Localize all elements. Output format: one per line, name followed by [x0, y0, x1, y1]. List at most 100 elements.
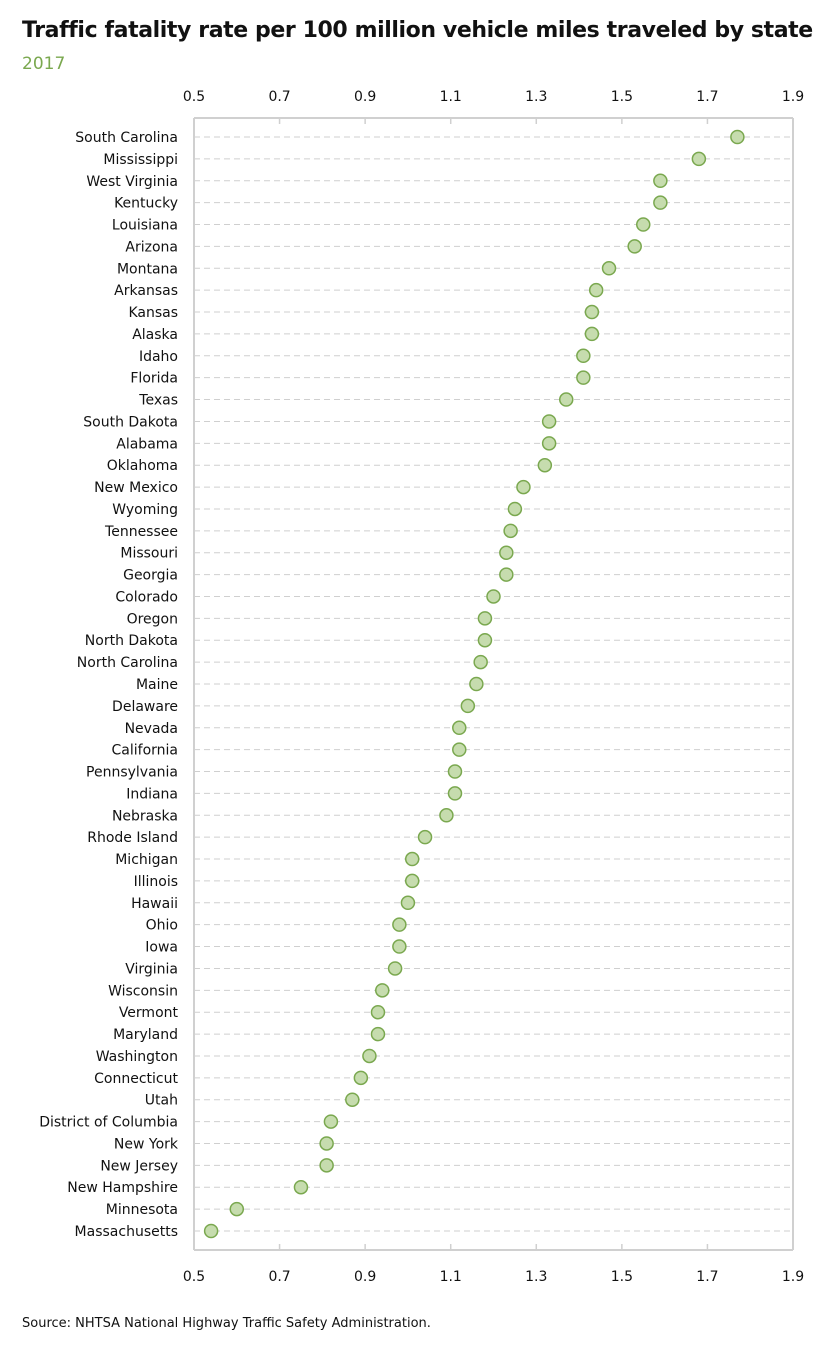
category-label: Arizona — [125, 239, 178, 255]
data-point — [203, 1223, 219, 1239]
category-label: Georgia — [123, 568, 178, 584]
category-label: Washington — [96, 1049, 178, 1065]
top-tick-label: 1.9 — [782, 89, 804, 105]
category-label: New Jersey — [100, 1158, 178, 1174]
category-label: Kentucky — [114, 196, 178, 212]
data-point — [627, 239, 642, 254]
data-point — [499, 567, 514, 582]
category-label: Vermont — [119, 1005, 179, 1021]
bottom-tick-label: 0.9 — [354, 1269, 376, 1285]
top-tick-label: 1.5 — [611, 89, 633, 105]
category-label: District of Columbia — [39, 1115, 178, 1131]
category-label: Maine — [136, 677, 178, 693]
top-tick-label: 1.3 — [525, 89, 547, 105]
category-label: North Carolina — [77, 655, 178, 671]
bottom-tick-label: 0.5 — [183, 1269, 205, 1285]
data-point — [452, 742, 467, 757]
category-label: Texas — [138, 393, 178, 409]
category-label: New Hampshire — [67, 1180, 178, 1196]
category-label: Missouri — [120, 546, 178, 562]
category-label: Wisconsin — [108, 983, 178, 999]
data-point — [486, 589, 501, 604]
data-point — [576, 370, 591, 385]
bottom-tick-label: 1.5 — [611, 1269, 633, 1285]
data-point — [576, 348, 591, 364]
data-point — [730, 129, 745, 145]
data-point — [353, 1070, 369, 1086]
category-label: Indiana — [126, 786, 178, 802]
data-point — [319, 1158, 334, 1173]
data-point — [417, 829, 433, 845]
data-point — [541, 436, 557, 451]
category-label: Connecticut — [94, 1071, 178, 1087]
category-label: New York — [114, 1136, 179, 1152]
top-tick-label: 0.7 — [268, 89, 290, 105]
data-point — [293, 1179, 309, 1195]
data-point — [392, 939, 407, 954]
data-point — [370, 1026, 386, 1042]
category-label: Colorado — [115, 589, 178, 605]
data-point — [362, 1048, 377, 1064]
category-label: West Virginia — [86, 174, 178, 190]
data-point — [584, 326, 600, 342]
category-label: Illinois — [134, 874, 178, 890]
data-point — [537, 457, 553, 473]
data-point — [387, 961, 403, 976]
data-point — [392, 917, 407, 932]
data-point — [229, 1201, 245, 1217]
data-point — [499, 545, 514, 560]
category-label: Virginia — [125, 961, 178, 977]
top-tick-label: 1.7 — [696, 89, 718, 105]
data-point — [588, 282, 604, 298]
top-tick-label: 0.9 — [354, 89, 376, 105]
data-point — [516, 479, 531, 495]
category-label: California — [112, 743, 178, 759]
category-label: Arkansas — [114, 283, 178, 299]
data-point — [370, 1004, 386, 1020]
category-label: Wyoming — [112, 502, 178, 518]
category-label: Alabama — [116, 436, 178, 452]
chart-subtitle: 2017 — [22, 54, 66, 74]
category-label: Nebraska — [112, 808, 178, 824]
top-tick-label: 1.1 — [440, 89, 462, 105]
category-label: Idaho — [139, 349, 178, 365]
data-point — [503, 523, 518, 539]
category-label: New Mexico — [94, 480, 178, 496]
category-label: Hawaii — [131, 896, 178, 912]
bottom-tick-label: 1.9 — [782, 1269, 804, 1285]
category-label: Montana — [117, 261, 178, 277]
category-label: Ohio — [146, 918, 178, 934]
category-label: Massachusetts — [75, 1224, 178, 1240]
source-note: Source: NHTSA National Highway Traffic S… — [22, 1316, 431, 1331]
bottom-tick-label: 1.7 — [696, 1269, 718, 1285]
bottom-tick-label: 1.1 — [440, 1269, 462, 1285]
data-point — [473, 654, 488, 670]
category-label: Florida — [130, 371, 178, 387]
bottom-tick-label: 1.3 — [525, 1269, 547, 1285]
data-point — [691, 151, 707, 167]
category-label: Delaware — [112, 699, 178, 715]
category-label: Tennessee — [104, 524, 178, 540]
data-point — [375, 983, 390, 998]
data-point — [507, 501, 523, 517]
data-point — [584, 304, 600, 320]
category-label: South Carolina — [75, 130, 178, 146]
data-point — [469, 676, 484, 692]
data-point — [404, 873, 420, 889]
data-point — [653, 195, 668, 210]
category-label: Minnesota — [106, 1202, 178, 1218]
data-point — [404, 851, 420, 867]
category-label: Louisiana — [112, 218, 178, 234]
top-tick-label: 0.5 — [183, 89, 205, 105]
category-label: Nevada — [125, 721, 178, 737]
data-point — [323, 1114, 339, 1129]
category-label: Mississippi — [103, 152, 178, 168]
bottom-tick-label: 0.7 — [268, 1269, 290, 1285]
category-label: Maryland — [113, 1027, 178, 1043]
category-label: Iowa — [145, 940, 178, 956]
data-point — [345, 1092, 360, 1107]
data-point — [400, 895, 416, 911]
data-point — [447, 786, 463, 801]
